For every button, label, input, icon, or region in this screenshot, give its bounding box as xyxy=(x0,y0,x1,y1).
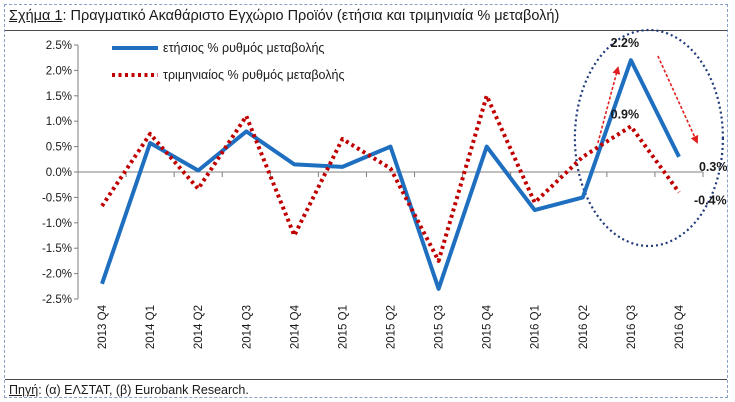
y-tick-label: 1.5% xyxy=(46,91,72,103)
source-divider xyxy=(5,379,727,380)
x-tick-label: 2015 Q1 xyxy=(337,305,349,349)
source-text: : (α) ΕΛΣΤΑΤ, (β) Eurobank Research. xyxy=(38,383,249,397)
data-annotation: 2.2% xyxy=(611,36,640,50)
trend-arrow-up xyxy=(597,66,621,144)
title-divider xyxy=(5,30,727,31)
x-tick-label: 2014 Q3 xyxy=(241,305,253,349)
x-tick-label: 2016 Q3 xyxy=(626,305,638,349)
y-tick-label: 2.0% xyxy=(46,65,72,77)
x-tick-label: 2015 Q2 xyxy=(386,305,398,349)
y-tick-label: -1.5% xyxy=(42,243,72,255)
figure-label: Σχήμα 1 xyxy=(9,8,63,24)
trend-arrow-down xyxy=(657,55,699,144)
data-annotation: 0.3% xyxy=(699,160,728,174)
y-tick-label: 2.5% xyxy=(46,40,72,52)
figure-title: Σχήμα 1: Πραγματικό Ακαθάριστο Εγχώριο Π… xyxy=(9,8,559,24)
y-tick-label: 0.5% xyxy=(46,142,72,154)
y-tick-label: -0.5% xyxy=(42,192,72,204)
x-tick-label: 2016 Q4 xyxy=(674,304,686,349)
source-label: Πηγή xyxy=(9,383,39,397)
y-tick-label: 1.0% xyxy=(46,116,72,128)
x-tick-label: 2014 Q2 xyxy=(193,305,205,349)
x-tick-label: 2015 Q4 xyxy=(482,304,494,349)
data-annotation: -0.4% xyxy=(694,193,727,207)
y-tick-label: -1.0% xyxy=(42,218,72,230)
figure-source: Πηγή: (α) ΕΛΣΤΑΤ, (β) Eurobank Research. xyxy=(9,383,249,397)
x-tick-label: 2013 Q4 xyxy=(97,304,109,349)
x-tick-label: 2016 Q1 xyxy=(530,305,542,349)
data-annotation: 0.9% xyxy=(611,107,640,121)
quarterly-growth-line xyxy=(100,93,681,263)
x-tick-label: 2016 Q2 xyxy=(578,305,590,349)
y-tick-label: -2.5% xyxy=(42,294,72,306)
figure-title-text: : Πραγματικό Ακαθάριστο Εγχώριο Προϊόν (… xyxy=(62,8,560,24)
annual-growth-line xyxy=(100,58,681,291)
y-tick-label: 0.0% xyxy=(46,167,72,179)
x-tick-label: 2014 Q4 xyxy=(289,304,301,349)
legend-label-annual: ετήσιος % ρυθμός μεταβολής xyxy=(163,41,324,55)
figure-frame xyxy=(4,4,728,398)
x-tick-label: 2014 Q1 xyxy=(145,305,157,349)
x-tick-label: 2015 Q3 xyxy=(434,305,446,349)
y-tick-label: -2.0% xyxy=(42,269,72,281)
legend-label-quarterly: τριμηνιαίος % ρυθμός μεταβολής xyxy=(163,68,345,82)
highlight-ellipse xyxy=(573,28,724,248)
